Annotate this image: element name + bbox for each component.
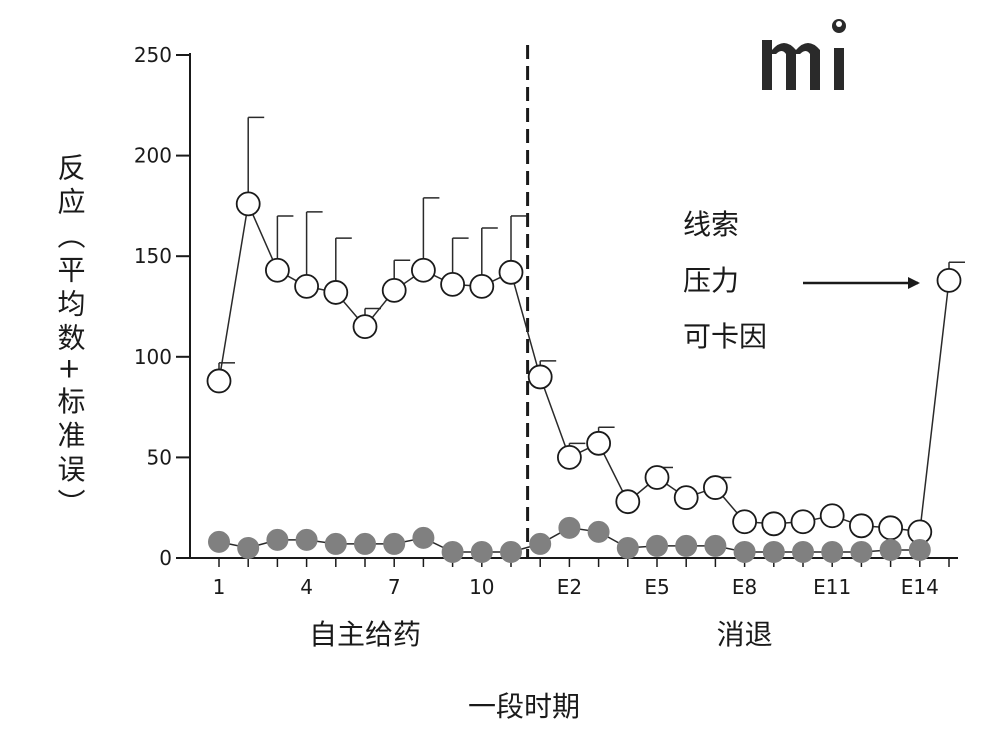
data-points: [206, 191, 962, 563]
y-tick-label: 100: [134, 345, 172, 369]
data-point-filled: [704, 534, 727, 557]
data-point-filled: [616, 536, 639, 559]
x-tick-label: E8: [732, 575, 757, 599]
series-lines: [218, 201, 950, 553]
data-point-open: [878, 515, 903, 541]
data-point-open: [235, 191, 261, 217]
x-tick-label: E2: [557, 575, 582, 599]
y-tick-label: 200: [134, 144, 172, 168]
phase-label: 消退: [717, 618, 773, 651]
data-point-filled: [383, 532, 406, 555]
data-point-open: [410, 257, 436, 283]
data-point-filled: [879, 538, 902, 561]
x-tick-label: E14: [901, 575, 939, 599]
data-point-filled: [266, 528, 289, 551]
data-point-filled: [587, 520, 610, 543]
mi-logo-icon: [762, 19, 846, 90]
data-point-open: [352, 314, 378, 340]
data-point-open: [440, 271, 466, 297]
data-point-filled: [558, 516, 581, 539]
y-axis-title: 反应（平均数+标准误）: [54, 153, 87, 523]
data-point-open: [264, 257, 290, 283]
data-point-filled: [470, 540, 493, 563]
data-point-open: [615, 489, 641, 515]
data-point-open: [206, 368, 232, 394]
data-point-filled: [295, 528, 318, 551]
data-point-filled: [675, 534, 698, 557]
data-point-filled: [850, 540, 873, 563]
data-point-filled: [529, 532, 552, 555]
data-point-filled: [762, 540, 785, 563]
y-tick-label: 50: [147, 445, 172, 469]
data-point-filled: [733, 540, 756, 563]
data-point-filled: [821, 540, 844, 563]
data-point-open: [557, 444, 582, 470]
data-point-open: [527, 364, 553, 390]
y-tick-label: 0: [159, 546, 172, 570]
data-point-open: [644, 465, 670, 490]
data-point-filled: [500, 540, 522, 563]
x-tick-label: 1: [213, 575, 226, 599]
data-point-open: [819, 503, 845, 529]
data-point-open: [732, 509, 757, 535]
x-tick-label: 10: [469, 575, 494, 599]
y-tick-label: 150: [134, 244, 172, 268]
data-point-filled: [412, 526, 435, 549]
x-tick-label: E11: [813, 575, 851, 599]
data-point-open: [323, 280, 349, 305]
data-point-open: [673, 485, 699, 511]
x-axis-title: 一段时期: [468, 690, 580, 723]
x-tick-label: E5: [644, 575, 669, 599]
data-point-open: [498, 259, 524, 285]
data-point-filled: [441, 540, 464, 563]
data-point-open: [849, 513, 874, 539]
x-tick-label: 7: [388, 575, 401, 599]
annotation-label: 可卡因: [683, 320, 767, 353]
data-point-open: [294, 273, 320, 299]
data-point-open: [469, 273, 495, 299]
axes: [176, 45, 958, 567]
data-point-filled: [646, 534, 668, 557]
data-point-filled: [908, 538, 931, 561]
series-line-open: [218, 201, 950, 533]
annotation-label: 线索: [683, 208, 739, 241]
data-point-open: [936, 267, 962, 293]
data-point-filled: [208, 530, 230, 553]
chart-labels: 0 50 100 150 200 250 1 4 7 10 E2 E5 E8 E11 E14 自主给药 消退一段…: [54, 43, 939, 723]
data-point-open: [586, 430, 611, 456]
data-point-filled: [792, 540, 814, 563]
y-tick-label: 250: [134, 43, 172, 67]
data-point-open: [703, 475, 728, 500]
data-point-filled: [354, 532, 376, 555]
data-point-open: [381, 278, 407, 303]
phase-label: 自主给药: [309, 618, 421, 651]
data-point-filled: [237, 536, 260, 559]
data-point-filled: [324, 532, 347, 555]
data-point-open: [790, 509, 816, 535]
x-tick-label: 4: [300, 575, 313, 599]
annotation-label: 压力: [683, 264, 739, 297]
data-point-open: [761, 511, 787, 537]
